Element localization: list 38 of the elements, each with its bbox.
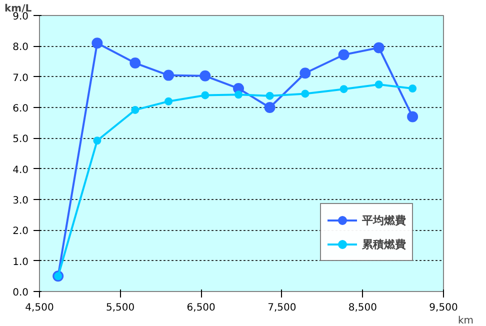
legend-label: 平均燃費 (362, 212, 406, 228)
x-tick-label: 4,500 (25, 302, 54, 314)
y-tick-label: 4.0 (12, 164, 29, 176)
point (164, 97, 173, 106)
point (374, 80, 383, 88)
point (201, 91, 210, 100)
y-tick-label: 0.0 (12, 288, 29, 298)
y-tick-label: 7.0 (12, 72, 29, 84)
x-axis-title: km (458, 316, 474, 326)
point (408, 84, 417, 92)
point (340, 85, 348, 94)
x-tick-label: 5,500 (106, 302, 135, 314)
point (373, 42, 384, 54)
x-tick-label: 9,500 (429, 302, 458, 314)
y-tick-label: 2.0 (12, 226, 29, 238)
y-tick-label: 9.0 (12, 12, 29, 22)
point (200, 70, 211, 82)
y-tick-label: 1.0 (12, 256, 29, 268)
point (338, 49, 350, 60)
point (407, 111, 418, 122)
point (130, 58, 141, 69)
legend-label: 累積燃費 (362, 236, 406, 252)
x-tick-label: 7,500 (268, 302, 296, 314)
x-tick-label: 6,500 (186, 302, 216, 314)
point (266, 92, 274, 100)
y-tick-label: 5.0 (12, 134, 29, 146)
point (163, 70, 174, 81)
point (264, 102, 276, 113)
y-tick-label: 3.0 (12, 196, 29, 206)
point (234, 90, 243, 99)
y-tick-label: 8.0 (12, 42, 29, 54)
point (131, 106, 140, 114)
point (93, 136, 102, 145)
y-tick-label: 6.0 (12, 104, 29, 114)
point (301, 90, 310, 98)
point (92, 38, 103, 49)
point (300, 68, 311, 79)
x-tick-label: 8,500 (348, 302, 378, 314)
